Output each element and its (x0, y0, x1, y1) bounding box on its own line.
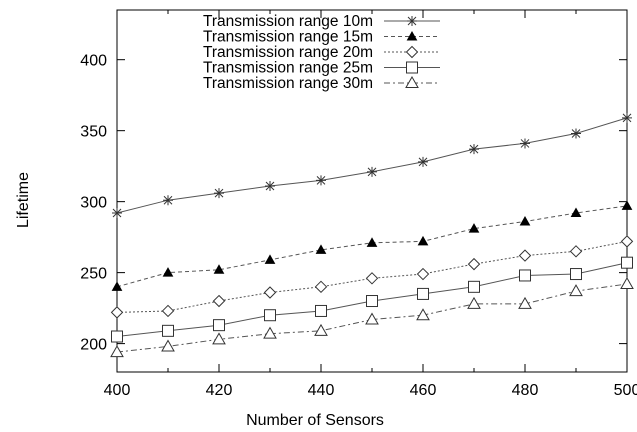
y-tick-label: 350 (80, 124, 107, 141)
data-point (366, 237, 378, 247)
data-point (161, 339, 175, 352)
legend-label: Transmission range 25m (203, 60, 373, 77)
data-point (519, 269, 531, 282)
legend-marker (406, 30, 418, 41)
data-point (263, 326, 277, 339)
data-point (621, 200, 633, 210)
data-point (418, 156, 428, 167)
data-point (467, 296, 481, 309)
data-point (365, 272, 379, 285)
data-point (161, 304, 175, 318)
data-point (416, 267, 430, 281)
data-point (621, 256, 633, 269)
series-2 (111, 200, 633, 291)
data-point (366, 295, 378, 308)
data-point (265, 181, 275, 192)
x-axis-label: Number of Sensors (246, 412, 384, 429)
data-point (214, 188, 224, 199)
data-point (367, 166, 377, 177)
data-point (520, 138, 530, 149)
data-point (263, 286, 277, 299)
legend-item-3: Transmission range 20m (203, 44, 440, 61)
series-4 (111, 256, 633, 343)
series-group (110, 112, 634, 358)
data-point (620, 235, 634, 248)
data-point (213, 264, 225, 274)
legend-marker (405, 45, 419, 59)
data-point (571, 128, 581, 139)
data-point (569, 245, 583, 258)
x-tick-label: 460 (410, 382, 437, 399)
x-tick-label: 480 (512, 382, 539, 399)
data-point (264, 309, 276, 322)
y-tick-label: 300 (80, 195, 107, 212)
data-point (365, 312, 379, 325)
y-tick-label: 250 (80, 266, 107, 283)
data-point (162, 324, 174, 337)
data-point (162, 267, 174, 277)
data-point (622, 112, 632, 123)
legend-label: Transmission range 10m (203, 13, 373, 30)
data-point (569, 284, 583, 297)
data-point (314, 323, 328, 336)
data-point (112, 208, 122, 219)
data-point (264, 254, 276, 264)
data-point (468, 223, 480, 233)
data-point (316, 175, 326, 186)
legend-label: Transmission range 15m (203, 29, 373, 46)
data-point (417, 287, 429, 300)
data-point (518, 249, 532, 262)
data-point (212, 294, 226, 308)
legend-item-2: Transmission range 15m (203, 29, 440, 46)
data-point (416, 308, 430, 321)
x-tick-label: 420 (206, 382, 233, 399)
legend-marker (407, 16, 417, 26)
data-point (111, 330, 123, 343)
series-3 (110, 235, 634, 319)
y-tick-label: 400 (80, 53, 107, 70)
data-point (570, 207, 582, 218)
data-point (110, 306, 124, 319)
y-axis-label: Lifetime (15, 172, 32, 228)
data-point (518, 296, 532, 309)
x-tick-label: 400 (104, 382, 131, 399)
x-axis: 400 420 440 460 480 500 (104, 10, 637, 399)
series-1 (112, 112, 632, 219)
y-tick-label: 200 (80, 337, 107, 354)
legend-marker (405, 75, 419, 88)
x-tick-label: 500 (614, 382, 637, 399)
x-tick-label: 440 (308, 382, 335, 399)
legend-marker (406, 61, 418, 74)
data-point (519, 216, 531, 226)
data-point (467, 257, 481, 271)
data-point (620, 276, 634, 289)
y-axis: 200 250 300 350 400 (80, 53, 627, 354)
series-5 (110, 276, 634, 358)
data-point (468, 280, 480, 293)
data-point (570, 268, 582, 281)
legend-item-4: Transmission range 25m (203, 60, 440, 77)
legend-item-1: Transmission range 10m (203, 13, 440, 30)
data-point (212, 332, 226, 345)
data-point (417, 235, 429, 246)
data-point (315, 244, 327, 254)
legend-label: Transmission range 20m (203, 44, 373, 61)
data-point (110, 345, 124, 358)
data-point (469, 144, 479, 155)
data-point (111, 281, 123, 291)
legend-label: Transmission range 30m (203, 75, 373, 92)
data-point (315, 304, 327, 317)
legend-item-5: Transmission range 30m (203, 75, 440, 92)
data-point (213, 319, 225, 332)
data-point (163, 195, 173, 206)
data-point (314, 280, 328, 294)
series-line (116, 117, 628, 214)
